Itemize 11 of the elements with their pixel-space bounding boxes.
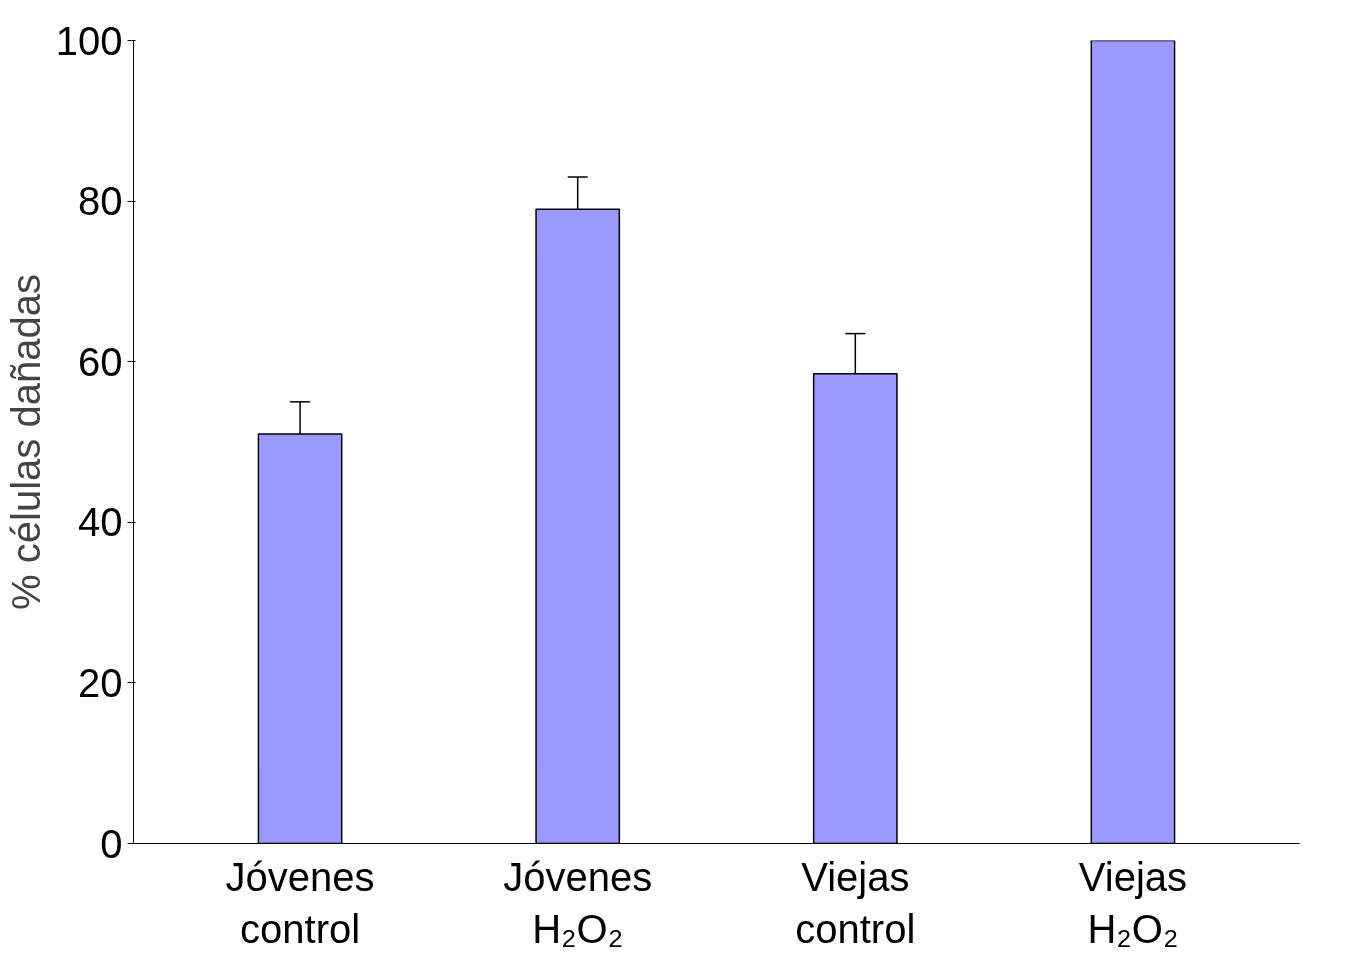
x-tick-label: Viejas control (795, 854, 916, 952)
y-tick-label: 100 (55, 18, 123, 63)
y-tick-label: 80 (78, 179, 123, 224)
y-axis-title: % células dañadas (3, 274, 48, 610)
y-tick-label: 60 (78, 339, 123, 384)
y-tick-label: 0 (100, 821, 123, 866)
y-tick-label: 40 (78, 500, 123, 545)
x-tick-label: Viejas H₂O₂ (1078, 854, 1188, 952)
x-tick-label: Jóvenes control (225, 854, 375, 952)
x-tick-label: Jóvenes H₂O₂ (503, 854, 653, 952)
y-tick-label: 20 (78, 660, 123, 705)
